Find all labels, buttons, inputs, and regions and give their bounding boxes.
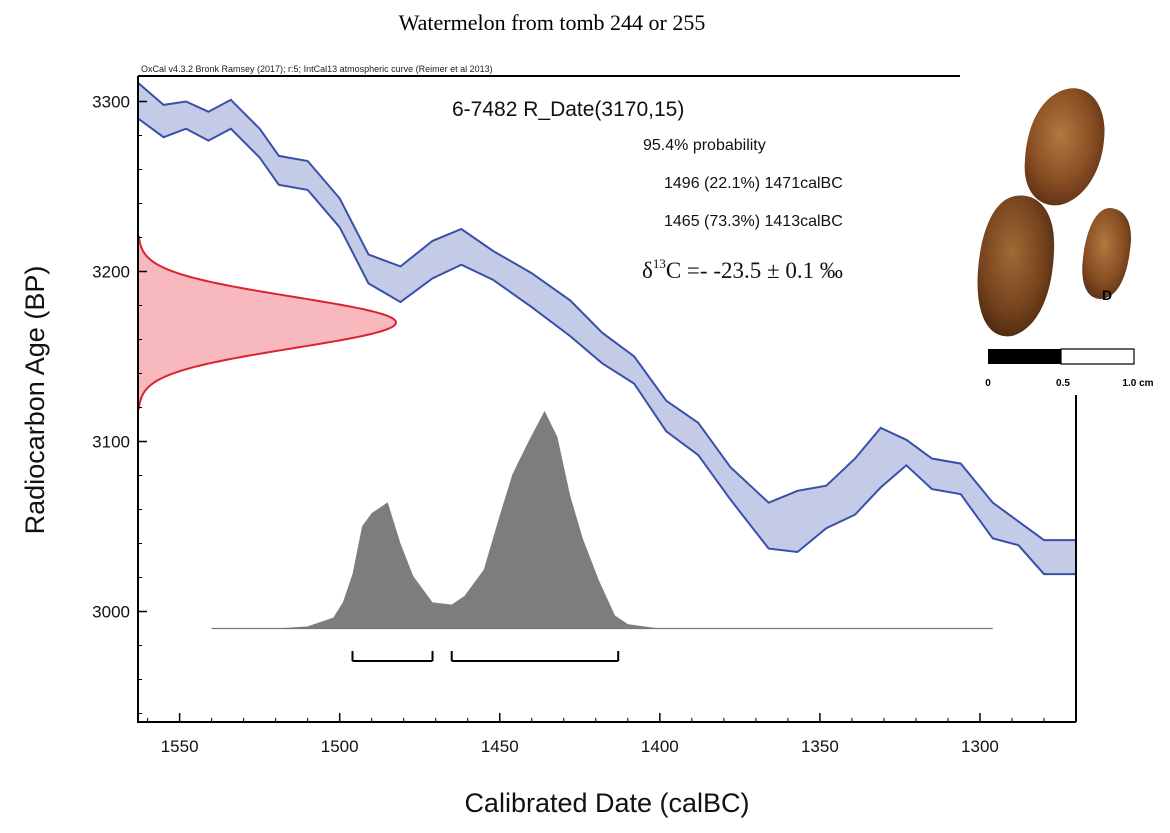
scale-bar-black xyxy=(988,349,1061,364)
hpd-bracket-1 xyxy=(351,651,434,662)
axis-ticks: 1550 1500 1450 1400 1350 1300 3000 3100 3200 3300 xyxy=(92,93,1077,756)
x-tick-label: 1450 xyxy=(481,737,519,756)
scale-bar-white xyxy=(1060,348,1135,365)
chart-title: Watermelon from tomb 244 or 255 xyxy=(399,10,706,35)
probability-label: 95.4% probability xyxy=(643,137,766,154)
x-tick-label: 1400 xyxy=(641,737,679,756)
measurement-distribution xyxy=(138,235,396,410)
delta-13c-label: δ13C =- -23.5 ± 0.1 ‰ xyxy=(642,256,843,283)
delta-superscript: 13 xyxy=(653,256,666,271)
photo-label: D xyxy=(1102,287,1112,303)
x-tick-label: 1300 xyxy=(961,737,999,756)
x-tick-label: 1550 xyxy=(161,737,199,756)
calibration-lower-line xyxy=(137,117,1076,576)
y-tick-label: 3300 xyxy=(92,93,130,112)
y-tick-label: 3000 xyxy=(92,603,130,622)
range-label-2: 1465 (73.3%) 1413calBC xyxy=(664,213,843,230)
y-tick-label: 3100 xyxy=(92,433,130,452)
sample-label: 6-7482 R_Date(3170,15) xyxy=(452,98,684,121)
y-tick-label: 3200 xyxy=(92,263,130,282)
posterior-distribution xyxy=(211,410,993,629)
software-note: OxCal v4.3.2 Bronk Ramsey (2017); r:5; I… xyxy=(141,64,493,74)
seed-top xyxy=(1024,88,1105,206)
range-label-1: 1496 (22.1%) 1471calBC xyxy=(664,175,843,192)
delta-symbol: δ xyxy=(642,258,653,283)
seed-left xyxy=(977,195,1055,337)
scale-label-0: 0 xyxy=(985,378,991,389)
x-axis-label: Calibrated Date (calBC) xyxy=(464,788,749,818)
calibration-upper-line xyxy=(137,82,1076,542)
plot-area xyxy=(137,82,1076,662)
x-tick-label: 1500 xyxy=(321,737,359,756)
x-tick-label: 1350 xyxy=(801,737,839,756)
delta-rest: C =- -23.5 ± 0.1 ‰ xyxy=(666,258,843,283)
scale-label-half: 0.5 xyxy=(1056,378,1070,389)
y-axis-label: Radiocarbon Age (BP) xyxy=(20,266,50,535)
scale-label-one: 1.0 cm xyxy=(1122,378,1153,389)
hpd-bracket-2 xyxy=(450,651,620,662)
seed-photo: D 0 0.5 1.0 cm xyxy=(977,88,1154,389)
seed-right xyxy=(1082,208,1132,299)
measurement-outline xyxy=(137,235,398,410)
